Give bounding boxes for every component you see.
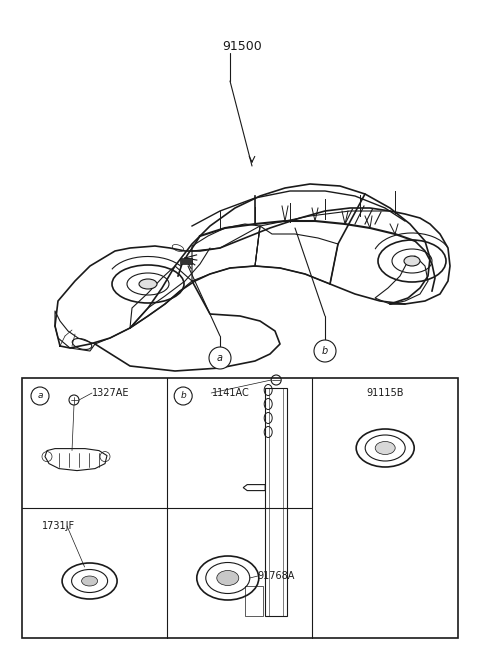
Text: b: b [322, 346, 328, 356]
Text: 1141AC: 1141AC [212, 388, 250, 398]
Bar [22, 378, 458, 638]
Circle shape [209, 347, 231, 369]
Text: a: a [217, 353, 223, 363]
Text: 1327AE: 1327AE [92, 388, 130, 398]
Text: a: a [37, 392, 43, 401]
Circle shape [31, 387, 49, 405]
Ellipse shape [375, 441, 395, 455]
Text: b: b [180, 392, 186, 401]
Text: 91768A: 91768A [258, 571, 295, 581]
Text: 91500: 91500 [222, 39, 262, 52]
Bar [180, 258, 192, 264]
Bar [265, 388, 287, 616]
Ellipse shape [139, 279, 157, 289]
Ellipse shape [404, 256, 420, 266]
Bar [245, 586, 263, 616]
Text: 1731JF: 1731JF [42, 521, 75, 531]
Circle shape [174, 387, 192, 405]
Text: 91115B: 91115B [366, 388, 404, 398]
Circle shape [314, 340, 336, 362]
Ellipse shape [82, 576, 97, 586]
Ellipse shape [217, 571, 239, 586]
